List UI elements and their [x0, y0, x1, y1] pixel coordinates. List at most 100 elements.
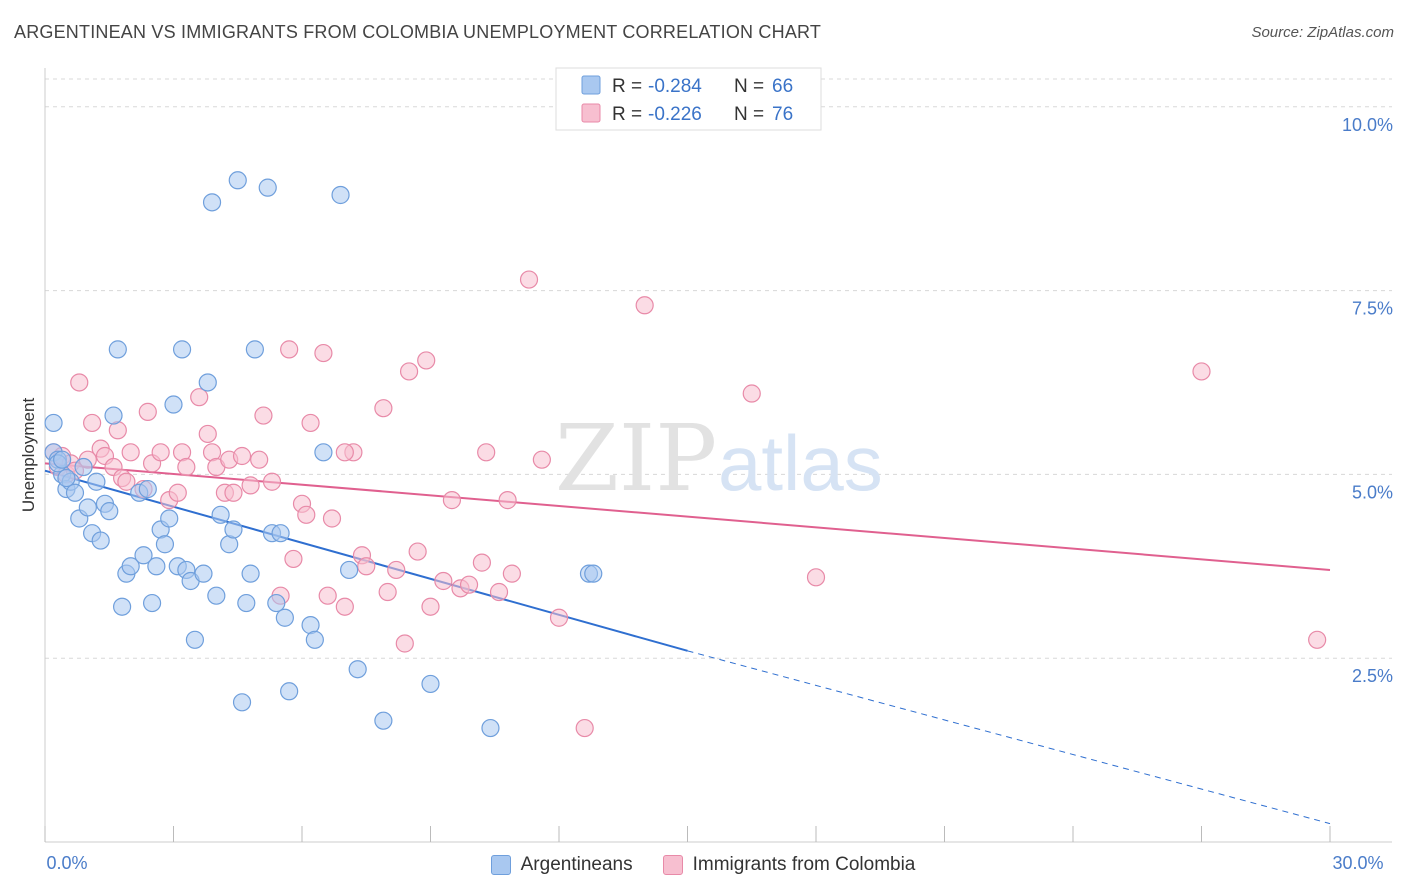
data-point-argentineans[interactable]: [224, 520, 243, 539]
data-point-colombia[interactable]: [459, 575, 479, 594]
data-point-argentineans[interactable]: [138, 479, 157, 499]
data-point-argentineans[interactable]: [198, 373, 217, 392]
data-point-colombia[interactable]: [335, 597, 354, 616]
data-point-colombia[interactable]: [421, 597, 440, 616]
data-point-colombia[interactable]: [477, 443, 496, 462]
data-point-colombia[interactable]: [399, 362, 419, 381]
data-point-colombia[interactable]: [1308, 630, 1327, 649]
data-point-argentineans[interactable]: [112, 597, 132, 616]
data-point-colombia[interactable]: [198, 424, 217, 444]
data-point-argentineans[interactable]: [314, 443, 333, 462]
data-point-argentineans[interactable]: [53, 450, 72, 469]
data-point-argentineans[interactable]: [142, 593, 162, 613]
data-point-colombia[interactable]: [250, 450, 269, 469]
data-point-colombia[interactable]: [232, 446, 252, 466]
data-point-argentineans[interactable]: [267, 593, 286, 613]
data-point-argentineans[interactable]: [155, 535, 175, 554]
data-point-colombia[interactable]: [549, 608, 569, 627]
data-point-colombia[interactable]: [442, 491, 462, 510]
data-point-argentineans[interactable]: [374, 711, 393, 730]
data-point-argentineans[interactable]: [108, 340, 127, 359]
data-point-colombia[interactable]: [575, 718, 594, 738]
data-point-colombia[interactable]: [374, 399, 393, 418]
data-point-colombia[interactable]: [168, 483, 187, 502]
data-point-colombia[interactable]: [519, 270, 539, 289]
data-point-colombia[interactable]: [117, 472, 136, 491]
data-point-argentineans[interactable]: [91, 531, 110, 550]
data-point-argentineans[interactable]: [104, 406, 123, 425]
data-point-colombia[interactable]: [224, 483, 243, 502]
data-point-colombia[interactable]: [502, 564, 521, 583]
data-point-colombia[interactable]: [70, 373, 89, 392]
data-point-argentineans[interactable]: [185, 630, 205, 649]
data-point-colombia[interactable]: [498, 491, 517, 510]
data-point-argentineans[interactable]: [147, 557, 166, 576]
data-point-colombia[interactable]: [417, 351, 436, 370]
data-point-argentineans[interactable]: [57, 468, 76, 488]
data-point-argentineans[interactable]: [202, 193, 222, 212]
data-point-argentineans[interactable]: [258, 178, 277, 197]
data-point-colombia[interactable]: [138, 402, 157, 421]
data-point-argentineans[interactable]: [194, 564, 213, 583]
data-point-colombia[interactable]: [635, 296, 654, 315]
data-point-argentineans[interactable]: [74, 457, 93, 477]
data-point-colombia[interactable]: [314, 343, 333, 363]
data-point-colombia[interactable]: [408, 542, 427, 561]
data-point-colombia[interactable]: [241, 476, 260, 495]
data-point-argentineans[interactable]: [207, 586, 226, 605]
data-point-argentineans[interactable]: [100, 502, 119, 521]
data-point-argentineans[interactable]: [584, 564, 603, 583]
data-point-argentineans[interactable]: [78, 498, 97, 517]
data-point-colombia[interactable]: [387, 560, 406, 580]
data-point-colombia[interactable]: [254, 406, 273, 425]
data-point-argentineans[interactable]: [331, 185, 350, 205]
data-point-colombia[interactable]: [177, 457, 196, 477]
data-point-colombia[interactable]: [280, 340, 299, 359]
data-point-argentineans[interactable]: [271, 524, 290, 543]
data-point-argentineans[interactable]: [211, 505, 230, 524]
data-point-argentineans[interactable]: [481, 718, 500, 738]
data-point-argentineans[interactable]: [348, 660, 367, 679]
data-point-argentineans[interactable]: [421, 674, 440, 694]
data-point-argentineans[interactable]: [280, 682, 299, 701]
data-point-argentineans[interactable]: [65, 483, 85, 502]
data-point-argentineans[interactable]: [87, 472, 106, 491]
data-point-colombia[interactable]: [434, 571, 453, 591]
data-point-argentineans[interactable]: [305, 630, 324, 649]
data-point-colombia[interactable]: [742, 384, 761, 403]
data-point-argentineans[interactable]: [134, 546, 153, 565]
data-point-colombia[interactable]: [378, 582, 397, 602]
data-point-colombia[interactable]: [472, 553, 491, 572]
data-point-argentineans[interactable]: [44, 413, 63, 433]
data-point-colombia[interactable]: [532, 450, 551, 469]
data-point-argentineans[interactable]: [121, 557, 140, 576]
data-point-colombia[interactable]: [395, 634, 414, 653]
data-point-argentineans[interactable]: [232, 693, 252, 712]
data-point-colombia[interactable]: [357, 557, 376, 576]
data-point-colombia[interactable]: [262, 472, 282, 491]
data-point-colombia[interactable]: [151, 443, 170, 462]
data-point-colombia[interactable]: [284, 549, 303, 569]
legend-item-colombia[interactable]: Immigrants from Colombia: [662, 854, 915, 876]
data-point-colombia[interactable]: [318, 586, 337, 605]
data-point-argentineans[interactable]: [245, 340, 264, 359]
data-point-argentineans[interactable]: [172, 340, 192, 359]
data-point-colombia[interactable]: [301, 413, 320, 433]
data-point-colombia[interactable]: [335, 443, 354, 462]
data-point-argentineans[interactable]: [237, 593, 256, 613]
data-point-argentineans[interactable]: [241, 564, 260, 583]
data-point-colombia[interactable]: [806, 568, 826, 587]
data-point-colombia[interactable]: [1192, 362, 1211, 381]
data-point-colombia[interactable]: [489, 582, 509, 602]
data-point-colombia[interactable]: [297, 505, 316, 524]
data-point-argentineans[interactable]: [340, 560, 359, 580]
data-point-argentineans[interactable]: [160, 509, 179, 528]
data-point-argentineans[interactable]: [164, 395, 183, 414]
data-point-argentineans[interactable]: [275, 608, 294, 627]
data-point-colombia[interactable]: [190, 388, 209, 407]
data-point-argentineans[interactable]: [228, 171, 247, 190]
data-point-colombia[interactable]: [121, 443, 140, 462]
legend-item-argentineans[interactable]: Argentineans: [490, 854, 633, 876]
data-point-colombia[interactable]: [322, 509, 342, 528]
data-point-colombia[interactable]: [83, 413, 102, 433]
